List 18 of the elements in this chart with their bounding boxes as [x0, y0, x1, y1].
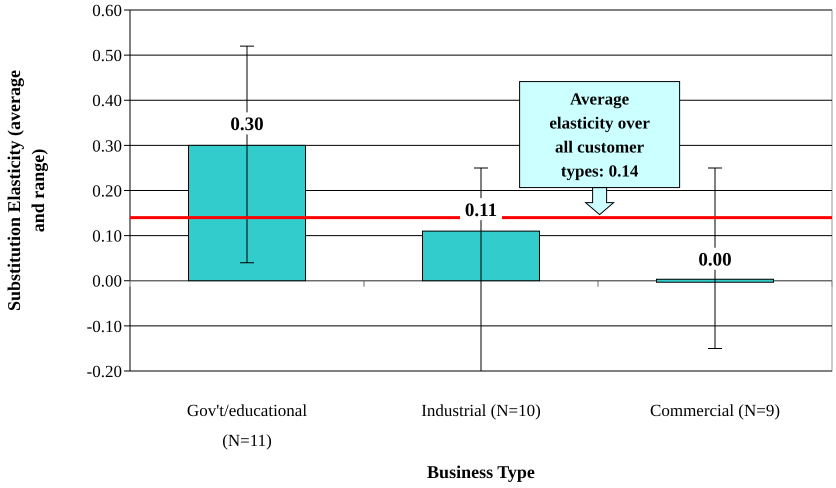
y-tick-label: 0.50: [92, 46, 122, 66]
y-tick-label: -0.20: [86, 362, 122, 381]
y-tick-label: 0.10: [92, 226, 122, 246]
y-axis-title: Substitution Elasticity (average and range): [4, 70, 48, 311]
x-tick-label: Gov't/educational (N=11): [186, 401, 308, 450]
data-label: 0.00: [698, 249, 732, 270]
y-tick-label: 0.40: [92, 91, 122, 110]
data-label: 0.30: [230, 114, 264, 136]
x-tick-label: Industrial (N=10): [421, 401, 541, 420]
x-tick-label: Commercial (N=9): [650, 401, 780, 420]
x-axis-title: Business Type: [427, 462, 535, 482]
y-tick-label: 0.20: [92, 181, 122, 200]
data-label: 0.11: [464, 200, 498, 221]
y-tick-label: 0.30: [92, 136, 122, 156]
y-tick-label: -0.10: [86, 316, 122, 336]
y-tick-label: 0.00: [92, 272, 122, 291]
y-tick-label: 0.60: [92, 0, 122, 20]
ref-line-label: Average elasticity over all customer types: 0.14: [549, 90, 650, 181]
